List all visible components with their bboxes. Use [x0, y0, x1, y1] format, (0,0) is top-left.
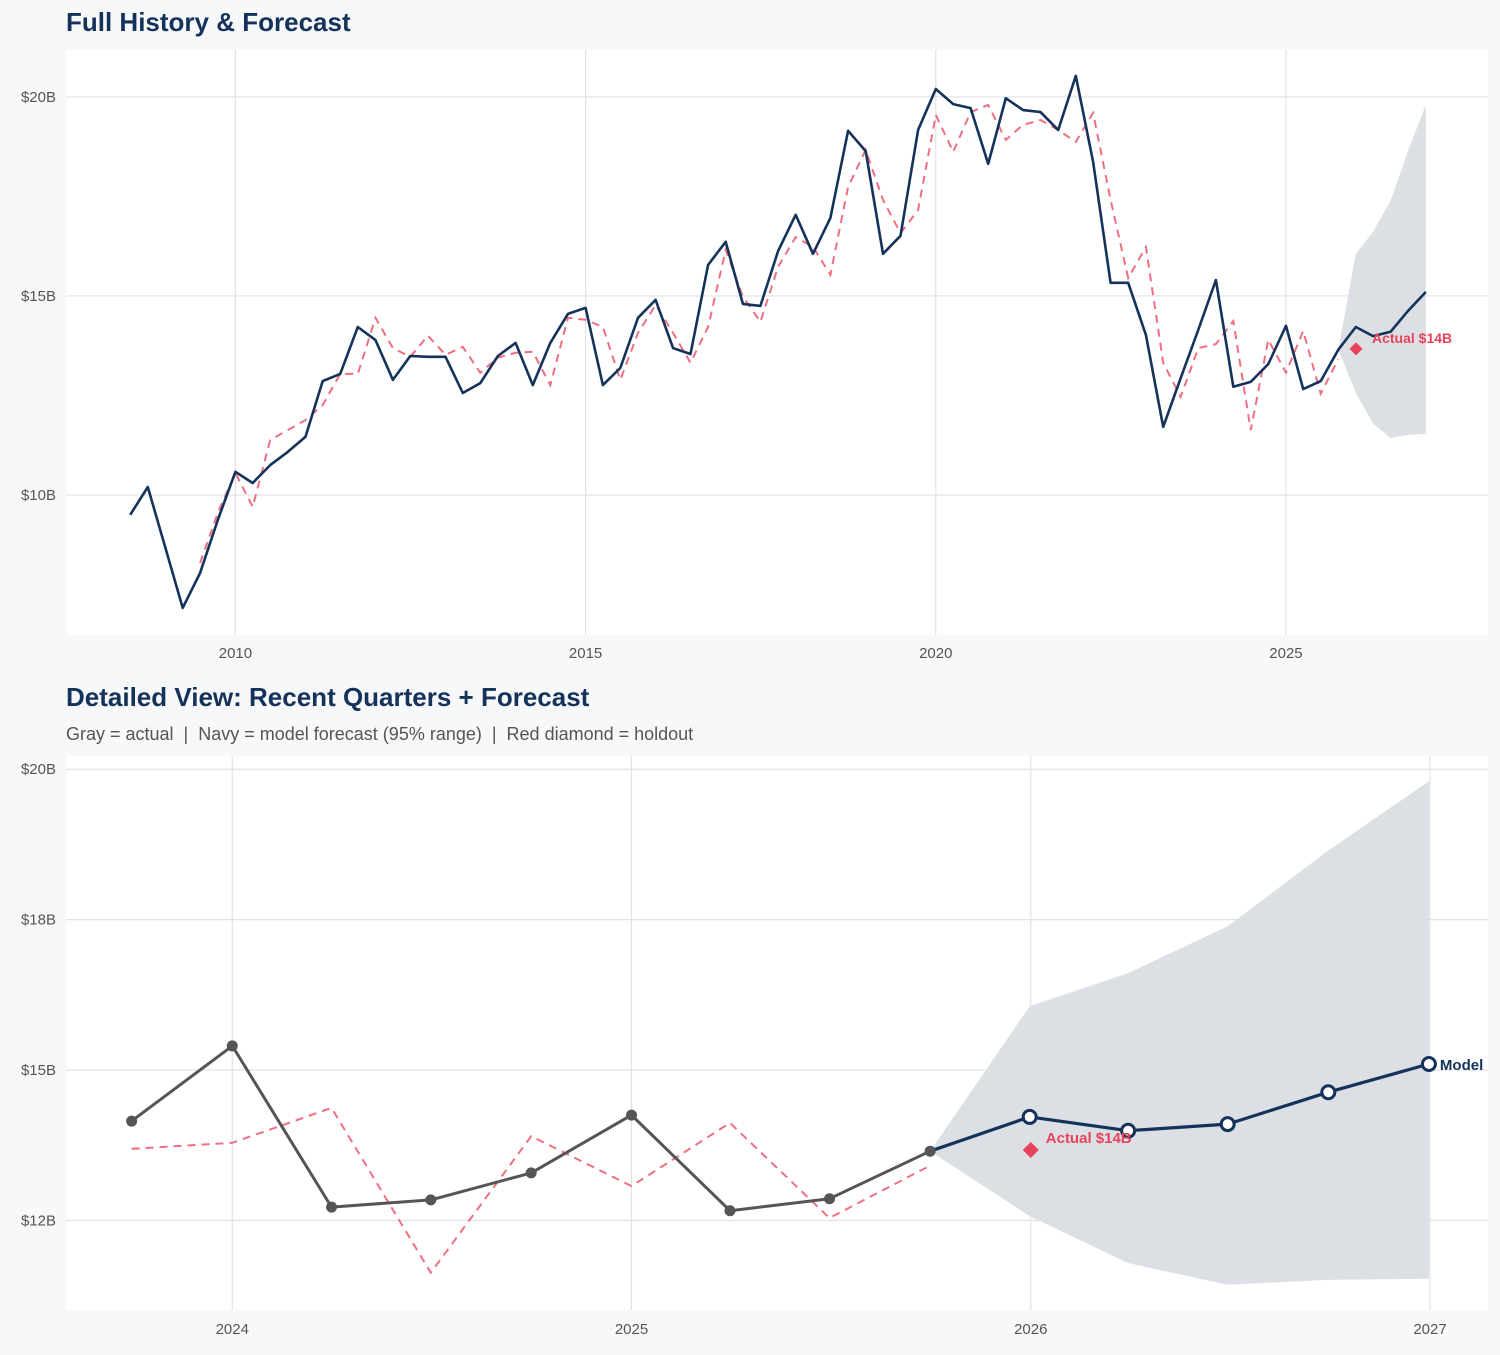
- model-end-label: Model: [1440, 1057, 1483, 1074]
- forecast-point: [1320, 1084, 1337, 1101]
- forecast-point: [1120, 1122, 1137, 1139]
- actual-point: [724, 1205, 736, 1217]
- forecast-point: [1021, 1108, 1038, 1125]
- fitted-line: [131, 1106, 931, 1275]
- actual-point: [126, 1115, 138, 1127]
- y-tick-label: $12B: [21, 1212, 56, 1229]
- chart-title: Full History & Forecast: [66, 7, 351, 37]
- actual-point: [425, 1194, 437, 1206]
- holdout-diamond: [1022, 1141, 1039, 1158]
- y-tick-label: $20B: [21, 761, 56, 778]
- full-history-chart: Full History & Forecast 2010 2015 2020 2025…: [21, 7, 1488, 662]
- chart-title: Detailed View: Recent Quarters + Forecas…: [66, 682, 590, 712]
- y-tick-label: $10B: [21, 487, 56, 504]
- x-tick-label: 2010: [219, 645, 252, 662]
- history-forecast-line: [129, 74, 1427, 610]
- x-tick-label: 2025: [1269, 645, 1302, 662]
- fitted-line: [199, 103, 1340, 564]
- x-tick-label: 2015: [569, 645, 602, 662]
- actual-point: [226, 1040, 238, 1052]
- holdout-label: Actual $14B: [1372, 330, 1452, 346]
- detailed-view-chart: Detailed View: Recent Quarters + Forecas…: [21, 682, 1488, 1338]
- actual-point: [924, 1145, 936, 1157]
- chart-subtitle: Gray = actual | Navy = model forecast (9…: [66, 724, 693, 744]
- actual-point: [326, 1201, 338, 1213]
- plot-area: [66, 50, 1488, 635]
- x-tick-label: 2026: [1014, 1321, 1047, 1338]
- y-tick-label: $18B: [21, 912, 56, 929]
- actual-point: [824, 1193, 836, 1205]
- x-tick-label: 2020: [919, 645, 952, 662]
- forecast-line: [929, 1062, 1430, 1153]
- x-tick-label: 2027: [1413, 1321, 1446, 1338]
- y-tick-label: $20B: [21, 89, 56, 106]
- x-tick-label: 2025: [615, 1321, 648, 1338]
- x-tick-label: 2024: [216, 1321, 249, 1338]
- forecast-point: [1420, 1055, 1437, 1072]
- forecast-95-range-band: [1338, 104, 1426, 439]
- y-tick-label: $15B: [21, 288, 56, 305]
- forecast-95-range-band: [930, 781, 1429, 1285]
- forecast-point: [1219, 1116, 1236, 1133]
- actual-point: [525, 1167, 537, 1179]
- y-tick-label: $15B: [21, 1062, 56, 1079]
- holdout-label: Actual $14B: [1046, 1130, 1132, 1147]
- holdout-diamond: [1349, 342, 1363, 356]
- actual-point: [626, 1109, 638, 1121]
